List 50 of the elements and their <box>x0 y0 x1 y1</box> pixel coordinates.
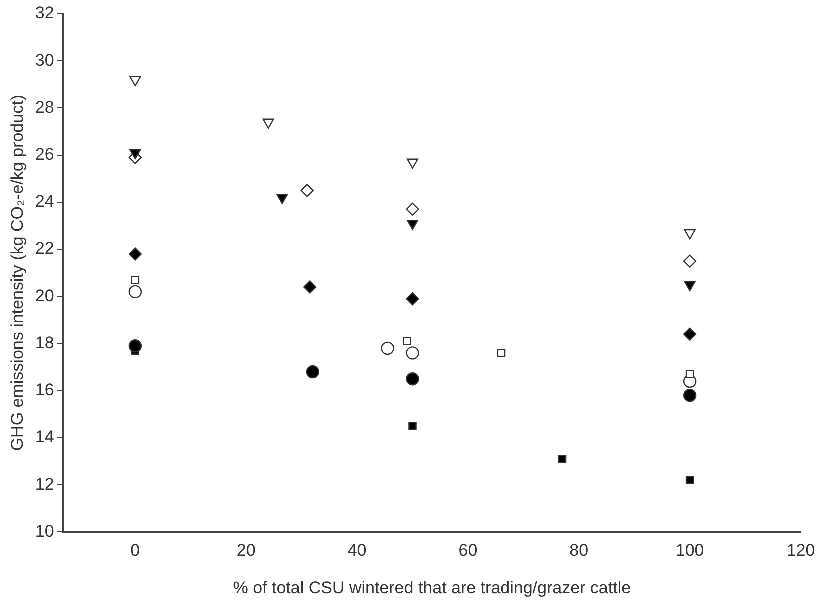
point <box>276 194 288 204</box>
point <box>406 220 419 230</box>
y-tick-label: 16 <box>35 380 54 400</box>
y-tick-label: 10 <box>35 522 54 541</box>
y-tick-label: 30 <box>35 50 54 70</box>
point <box>128 340 142 353</box>
point <box>406 372 420 386</box>
y-tick-label: 32 <box>35 4 54 23</box>
x-tick-label: 100 <box>676 541 704 560</box>
point <box>131 276 140 284</box>
point <box>304 280 317 294</box>
point <box>130 149 142 160</box>
x-tick-label: 40 <box>348 541 367 560</box>
point <box>306 365 320 379</box>
point <box>406 292 420 306</box>
x-tick-label: 60 <box>458 541 478 560</box>
x-axis-title: % of total CSU wintered that are trading/grazer cattle <box>233 578 632 598</box>
y-tick-label: 28 <box>35 98 54 117</box>
y-tick-label: 18 <box>35 333 54 352</box>
x-tick-label: 120 <box>786 541 816 560</box>
point <box>403 337 412 346</box>
point <box>300 184 314 198</box>
x-tick-label: 0 <box>130 541 140 560</box>
point <box>128 285 142 299</box>
point <box>683 328 697 341</box>
point <box>686 476 694 485</box>
point <box>684 229 696 240</box>
point <box>686 370 694 379</box>
point <box>408 422 417 430</box>
point <box>130 76 142 87</box>
y-tick-label: 12 <box>35 474 54 494</box>
point <box>128 248 142 261</box>
y-tick-label: 22 <box>35 239 54 258</box>
y-tick-label: 26 <box>35 145 54 164</box>
x-tick-label: 80 <box>570 541 589 560</box>
point <box>406 346 420 360</box>
point <box>406 158 419 169</box>
point <box>406 202 420 216</box>
point <box>497 349 506 358</box>
point <box>683 388 697 402</box>
y-tick-label: 24 <box>35 192 54 212</box>
y-axis-title: GHG emissions intensity (kg CO₂-e/kg product) <box>8 95 27 452</box>
point <box>381 342 394 356</box>
y-tick-label: 20 <box>35 286 54 306</box>
point <box>262 118 274 129</box>
y-tick-label: 14 <box>35 428 54 447</box>
point <box>684 281 696 292</box>
x-tick-label: 20 <box>236 541 256 560</box>
point <box>683 254 697 268</box>
point <box>558 455 567 464</box>
